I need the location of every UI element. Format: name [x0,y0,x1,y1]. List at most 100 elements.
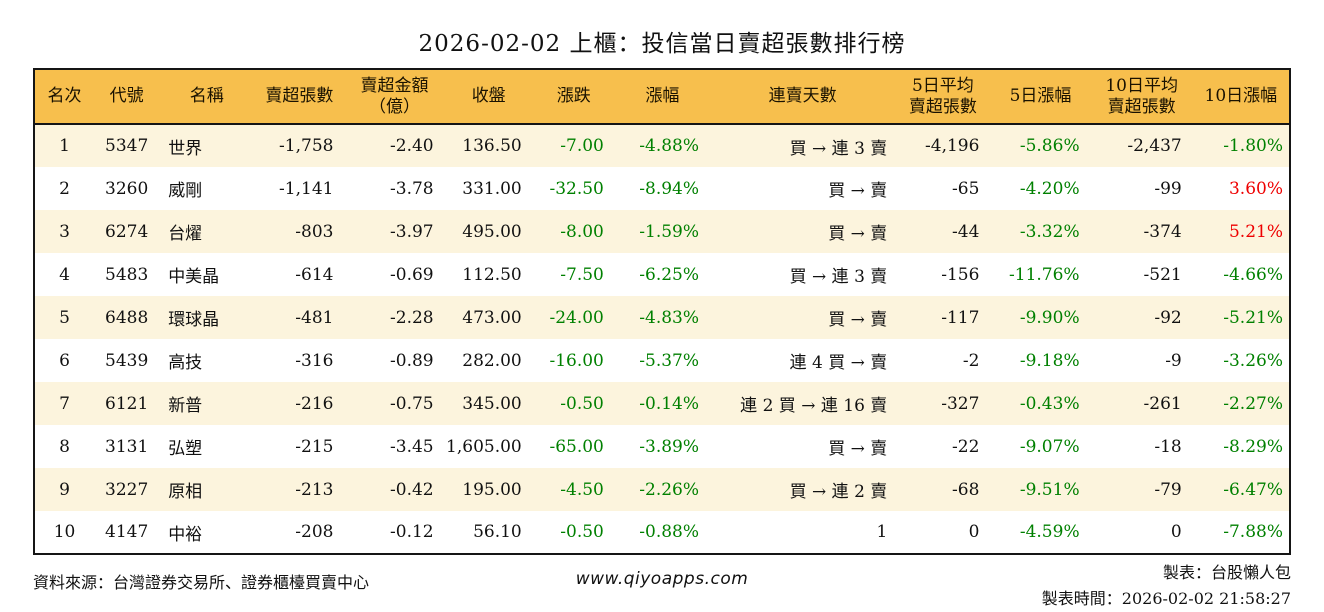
cell-5day-percent: -3.32% [1019,221,1080,242]
cell-close-price: 112.50 [462,264,522,285]
cell-5day-percent: -9.90% [1019,307,1080,328]
column-header: 收盤 [444,69,533,125]
cell-stock-code: 6121 [105,393,149,414]
cell-net-sell-amount: -0.42 [390,479,434,500]
cell-10day-avg-volume: 0 [1170,522,1182,542]
cell-rank: 5 [59,307,70,328]
column-header: 名稱 [159,69,255,125]
cell-net-sell-volume: -1,141 [279,178,334,199]
cell-rank: 8 [59,436,70,457]
table-row: 9 3227 原相 -213 -0.42 195.00 -4.50 -2.26%… [34,468,1290,511]
column-header: 5日平均 賣超張數 [895,69,991,125]
table-row: 6 5439 高技 -316 -0.89 282.00 -16.00 -5.37… [34,339,1290,382]
cell-10day-percent: 3.60% [1228,178,1283,199]
cell-net-sell-volume: -614 [295,264,334,285]
cell-close-price: 195.00 [462,479,522,500]
table-row: 1 5347 世界 -1,758 -2.40 136.50 -7.00 -4.8… [34,124,1290,167]
cell-net-sell-volume: -1,758 [279,136,334,156]
cell-stock-code: 6274 [105,221,149,242]
cell-sell-streak: 買 → 賣 [828,310,888,330]
column-header: 10日漲幅 [1192,69,1290,125]
cell-rank: 10 [53,522,76,542]
cell-sell-streak: 買 → 賣 [828,181,888,201]
cell-stock-name: 中裕 [168,524,203,545]
cell-close-price: 473.00 [462,307,522,328]
cell-10day-percent: -6.47% [1223,479,1283,500]
cell-5day-percent: -9.51% [1019,479,1080,500]
cell-10day-avg-volume: -521 [1143,264,1182,285]
cell-net-sell-volume: -208 [295,522,334,542]
column-header: 漲幅 [614,69,711,125]
cell-net-sell-volume: -215 [295,436,334,457]
cell-net-sell-amount: -0.12 [390,522,434,542]
cell-rank: 2 [59,178,70,199]
cell-change-percent: -2.26% [639,479,700,500]
column-header: 名次 [34,69,95,125]
cell-stock-code: 3131 [105,436,149,457]
cell-net-sell-amount: -0.69 [390,264,434,285]
cell-stock-code: 3227 [105,479,149,500]
cell-10day-avg-volume: -99 [1154,178,1182,199]
cell-net-sell-amount: -3.97 [390,221,434,242]
cell-5day-avg-volume: -117 [941,307,980,328]
cell-stock-code: 5439 [105,350,149,371]
cell-change-percent: -4.88% [639,136,700,156]
cell-5day-percent: -4.20% [1019,178,1080,199]
cell-10day-avg-volume: -79 [1154,479,1182,500]
cell-5day-percent: -11.76% [1009,264,1080,285]
cell-net-sell-amount: -0.75 [390,393,434,414]
ranking-table: 名次 代號 名稱 賣超張數 賣超金額 （億） 收盤 漲跌 漲幅 連賣天數 5日平均 賣超張數 5日漲… [33,68,1291,555]
cell-stock-name: 威剛 [168,181,203,201]
cell-stock-code: 5483 [105,264,149,285]
cell-rank: 1 [59,136,70,156]
cell-net-sell-volume: -803 [295,221,334,242]
cell-price-change: -0.50 [560,393,604,414]
cell-close-price: 495.00 [462,221,522,242]
cell-close-price: 345.00 [462,393,522,414]
cell-rank: 3 [59,221,70,242]
cell-5day-percent: -9.18% [1019,350,1080,371]
cell-close-price: 1,605.00 [446,436,522,457]
cell-price-change: -0.50 [560,522,604,542]
cell-sell-streak: 買 → 賣 [828,224,888,244]
cell-price-change: -32.50 [549,178,604,199]
footer-credits: 製表：台股懶人包 製表時間：2026-02-02 21:58:27 [1042,560,1291,611]
cell-10day-percent: -3.26% [1223,350,1283,371]
cell-stock-code: 6488 [105,307,149,328]
cell-price-change: -7.50 [560,264,604,285]
footer-website-url: www.qiyoapps.com [575,569,749,589]
cell-5day-avg-volume: -156 [941,264,980,285]
table-row: 7 6121 新普 -216 -0.75 345.00 -0.50 -0.14%… [34,382,1290,425]
cell-close-price: 282.00 [462,350,522,371]
cell-10day-percent: -1.80% [1223,136,1283,156]
cell-net-sell-volume: -481 [295,307,334,328]
cell-sell-streak: 連 4 買 → 賣 [789,353,888,373]
cell-stock-name: 原相 [168,482,203,502]
cell-stock-name: 弘塑 [168,439,203,459]
table-body: 1 5347 世界 -1,758 -2.40 136.50 -7.00 -4.8… [34,124,1290,554]
cell-5day-avg-volume: -327 [941,393,980,414]
cell-net-sell-volume: -216 [295,393,334,414]
cell-5day-avg-volume: -2 [962,350,980,371]
cell-sell-streak: 買 → 賣 [828,439,888,459]
cell-close-price: 56.10 [473,522,522,542]
cell-5day-percent: -4.59% [1019,522,1080,542]
footer-timestamp: 製表時間：2026-02-02 21:58:27 [1041,588,1291,608]
cell-5day-avg-volume: -22 [952,436,980,457]
cell-stock-name: 高技 [168,353,203,373]
cell-5day-avg-volume: -65 [952,178,980,199]
cell-10day-avg-volume: -92 [1154,307,1182,328]
cell-change-percent: -5.37% [639,350,700,371]
header-row: 名次 代號 名稱 賣超張數 賣超金額 （億） 收盤 漲跌 漲幅 連賣天數 5日平均 賣超張數 5日漲… [34,69,1290,125]
table-row: 4 5483 中美晶 -614 -0.69 112.50 -7.50 -6.25… [34,253,1290,296]
column-header: 連賣天數 [710,69,896,125]
cell-stock-name: 新普 [168,396,203,416]
cell-stock-name: 中美晶 [168,267,220,287]
cell-sell-streak: 買 → 連 2 賣 [789,482,888,502]
cell-change-percent: -1.59% [639,221,700,242]
cell-10day-avg-volume: -374 [1143,221,1182,242]
table-row: 2 3260 威剛 -1,141 -3.78 331.00 -32.50 -8.… [34,167,1290,210]
cell-5day-percent: -5.86% [1019,136,1080,156]
cell-change-percent: -0.88% [639,522,700,542]
cell-sell-streak: 買 → 連 3 賣 [789,138,888,159]
